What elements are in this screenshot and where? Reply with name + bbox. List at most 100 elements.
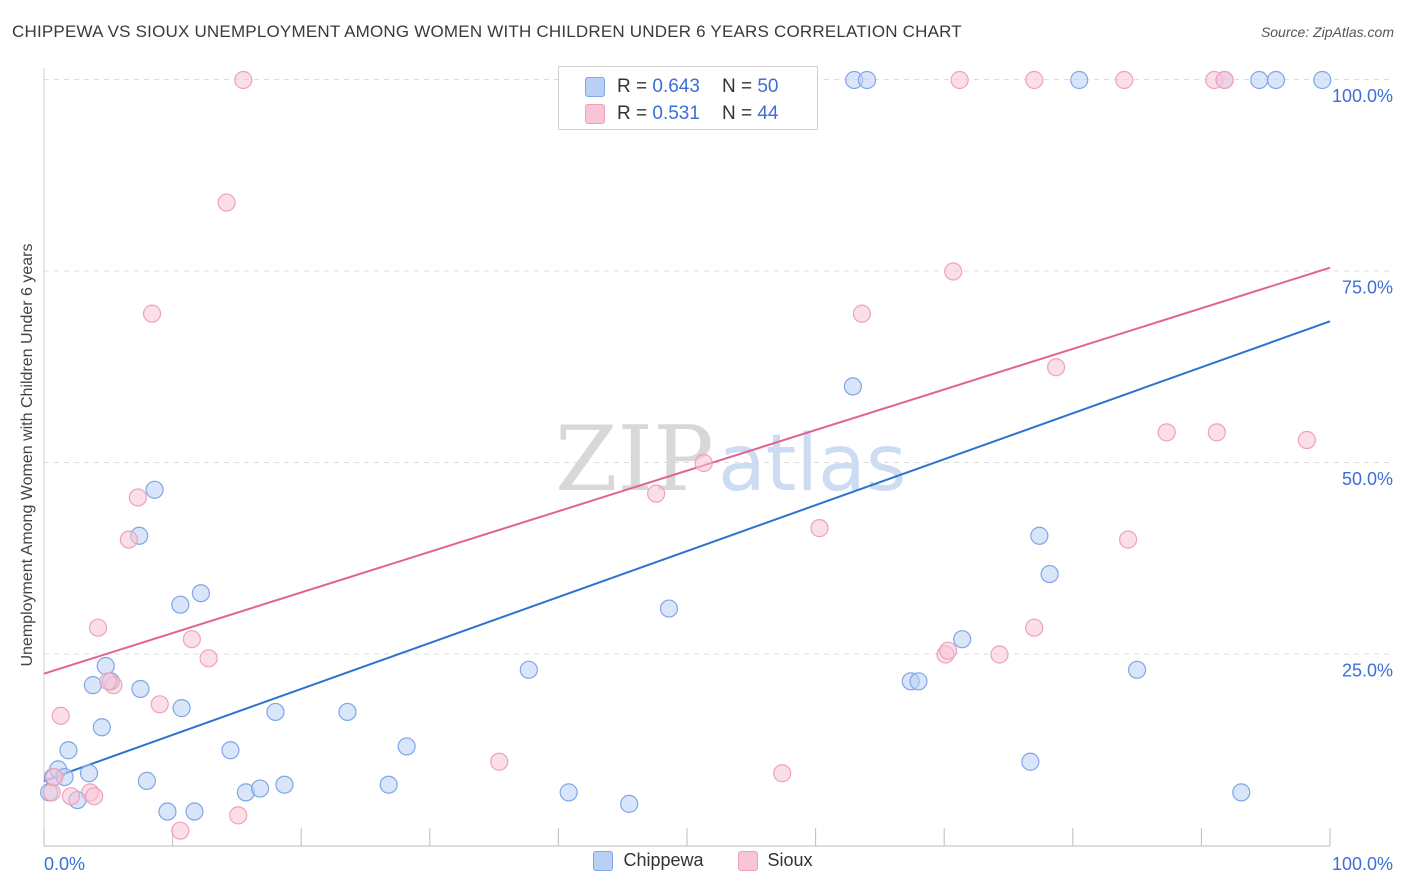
point-sioux: [182, 630, 201, 649]
watermark: ZIP atlas: [555, 407, 907, 512]
series-legend: Chippewa Sioux: [0, 850, 1406, 871]
point-sioux: [119, 530, 138, 549]
point-chippewa: [1040, 564, 1059, 584]
point-chippewa: [1313, 70, 1332, 90]
point-chippewa: [909, 672, 928, 691]
point-sioux: [51, 706, 70, 725]
point-chippewa: [659, 599, 679, 618]
scatter-points: [40, 70, 1332, 840]
point-chippewa: [1021, 752, 1040, 771]
chippewa-swatch: [585, 77, 605, 97]
legend-n-label: N =: [721, 76, 753, 97]
legend-r-label: R =: [617, 103, 648, 124]
point-chippewa: [397, 737, 416, 756]
point-chippewa: [191, 584, 210, 603]
point-sioux: [950, 70, 969, 90]
point-chippewa: [857, 70, 877, 90]
point-chippewa: [1266, 70, 1286, 90]
point-chippewa: [843, 377, 862, 396]
point-sioux: [694, 453, 713, 473]
chart-title: CHIPPEWA VS SIOUX UNEMPLOYMENT AMONG WOM…: [12, 22, 962, 41]
point-chippewa: [1070, 70, 1089, 90]
y-tick-label: 25.0%: [1342, 661, 1393, 681]
point-sioux: [229, 806, 248, 825]
point-sioux: [61, 787, 81, 806]
point-chippewa: [1232, 783, 1251, 802]
point-sioux: [1215, 70, 1234, 90]
point-chippewa: [59, 741, 78, 760]
point-sioux: [142, 304, 162, 323]
x-tick-label: 100.0%: [1332, 854, 1393, 874]
legend-r-value: 0.531: [652, 103, 700, 124]
point-sioux: [1046, 358, 1066, 377]
point-chippewa: [559, 783, 578, 802]
legend-r-label: R =: [617, 76, 648, 97]
legend-row-chippewa: R = 0.643 N = 50: [585, 74, 778, 100]
point-sioux: [1297, 430, 1316, 450]
point-chippewa: [1250, 70, 1269, 90]
y-tick-label: 75.0%: [1342, 278, 1393, 298]
grid-lines: [44, 79, 1390, 655]
point-chippewa: [275, 775, 294, 794]
y-axis-label: Unemployment Among Women with Children U…: [19, 243, 36, 667]
point-sioux: [810, 519, 829, 538]
legend-item-sioux[interactable]: Sioux: [737, 850, 813, 871]
point-sioux: [1025, 70, 1044, 90]
trend-line-chippewa: [43, 320, 1331, 782]
point-sioux: [234, 70, 253, 90]
point-sioux: [42, 783, 61, 802]
point-sioux: [852, 304, 871, 323]
point-chippewa: [221, 741, 240, 760]
point-chippewa: [266, 702, 285, 722]
watermark-atlas: atlas: [718, 419, 907, 509]
y-tick-label: 100.0%: [1332, 86, 1393, 106]
point-chippewa: [83, 676, 102, 695]
legend-item-chippewa[interactable]: Chippewa: [593, 850, 704, 871]
point-sioux: [1157, 423, 1176, 442]
point-chippewa: [145, 480, 164, 499]
trend-lines: [43, 266, 1331, 782]
point-sioux: [150, 695, 169, 714]
point-chippewa: [79, 764, 99, 783]
trend-line-sioux: [43, 266, 1331, 675]
chippewa-legend-swatch: [593, 850, 614, 871]
point-sioux: [944, 262, 963, 281]
point-chippewa: [953, 630, 972, 649]
point-sioux: [773, 764, 792, 783]
sioux-legend-swatch: [737, 850, 758, 871]
stats-legend: R = 0.643 N = 50 R = 0.531 N = 44: [558, 66, 818, 130]
point-sioux: [1207, 423, 1226, 442]
point-chippewa: [519, 660, 538, 679]
point-chippewa: [379, 775, 398, 794]
legend-label-chippewa: Chippewa: [623, 850, 704, 870]
point-sioux: [99, 672, 118, 691]
point-chippewa: [96, 656, 115, 676]
point-sioux: [990, 645, 1009, 664]
axes: [43, 68, 1331, 847]
tick-labels: 25.0% 50.0% 75.0% 100.0% 0.0% 100.0%: [44, 86, 1393, 874]
point-chippewa: [620, 794, 639, 813]
point-sioux: [88, 618, 108, 637]
legend-label-sioux: Sioux: [767, 850, 813, 870]
point-chippewa: [185, 802, 204, 821]
point-chippewa: [92, 718, 111, 737]
point-sioux: [938, 641, 958, 660]
point-sioux: [1025, 618, 1044, 637]
point-sioux: [45, 767, 64, 787]
point-chippewa: [1127, 660, 1147, 679]
legend-row-sioux: R = 0.531 N = 44: [585, 101, 778, 127]
legend-n-label: N =: [721, 103, 753, 124]
source-label: Source: ZipAtlas.com: [1260, 24, 1394, 40]
point-sioux: [199, 649, 218, 668]
point-chippewa: [171, 595, 190, 614]
watermark-zip: ZIP: [555, 407, 714, 512]
point-sioux: [217, 193, 236, 212]
point-sioux: [85, 787, 104, 806]
point-chippewa: [131, 679, 150, 699]
point-chippewa: [158, 802, 177, 821]
legend-n-value: 44: [757, 103, 779, 124]
y-tick-label: 50.0%: [1342, 469, 1393, 489]
point-sioux: [171, 821, 190, 840]
point-sioux: [1118, 530, 1138, 549]
